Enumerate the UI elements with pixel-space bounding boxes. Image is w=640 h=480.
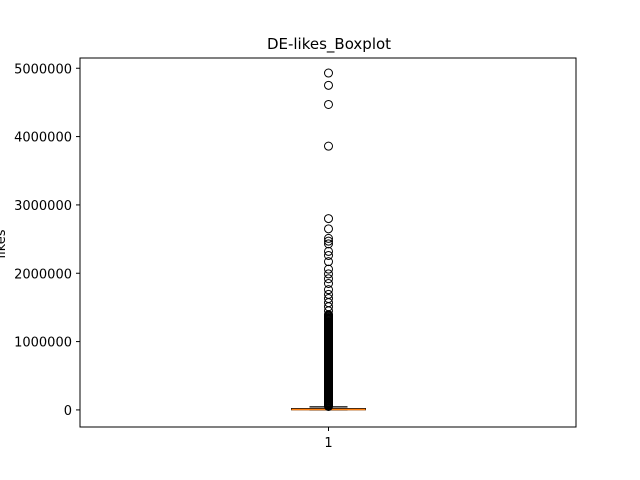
- y-tick-label: 1000000: [14, 336, 72, 351]
- outlier-point: [324, 224, 333, 234]
- outlier-point: [324, 68, 333, 78]
- outlier-point: [324, 236, 333, 246]
- y-tick-label: 3000000: [14, 199, 72, 214]
- chart-title: DE-likes_Boxplot: [267, 35, 391, 54]
- outlier-point: [324, 214, 333, 224]
- outlier-point: [324, 99, 333, 109]
- x-tick-label: 1: [324, 436, 332, 451]
- outlier-point: [324, 274, 333, 284]
- outlier-point: [324, 80, 333, 90]
- y-tick-label: 2000000: [14, 267, 72, 282]
- y-axis-label: likes: [0, 229, 9, 258]
- outlier-point: [324, 141, 333, 151]
- y-tick-label: 0: [64, 404, 72, 419]
- outlier-point: [324, 279, 333, 288]
- outlier-point: [324, 264, 333, 274]
- x-axis: 1: [324, 427, 333, 451]
- outlier-point: [324, 310, 333, 320]
- outlier-point: [324, 246, 333, 256]
- y-tick-label: 4000000: [14, 131, 72, 146]
- y-tick-label: 5000000: [14, 62, 72, 77]
- outlier-point: [324, 257, 333, 267]
- outlier-point: [324, 233, 333, 243]
- outlier-point: [324, 285, 333, 295]
- y-axis: 0 1000000 2000000 3000000 4000000 5000000: [14, 62, 80, 419]
- outliers: [324, 68, 333, 411]
- outlier-point: [324, 250, 333, 260]
- outlier-point: [324, 269, 333, 279]
